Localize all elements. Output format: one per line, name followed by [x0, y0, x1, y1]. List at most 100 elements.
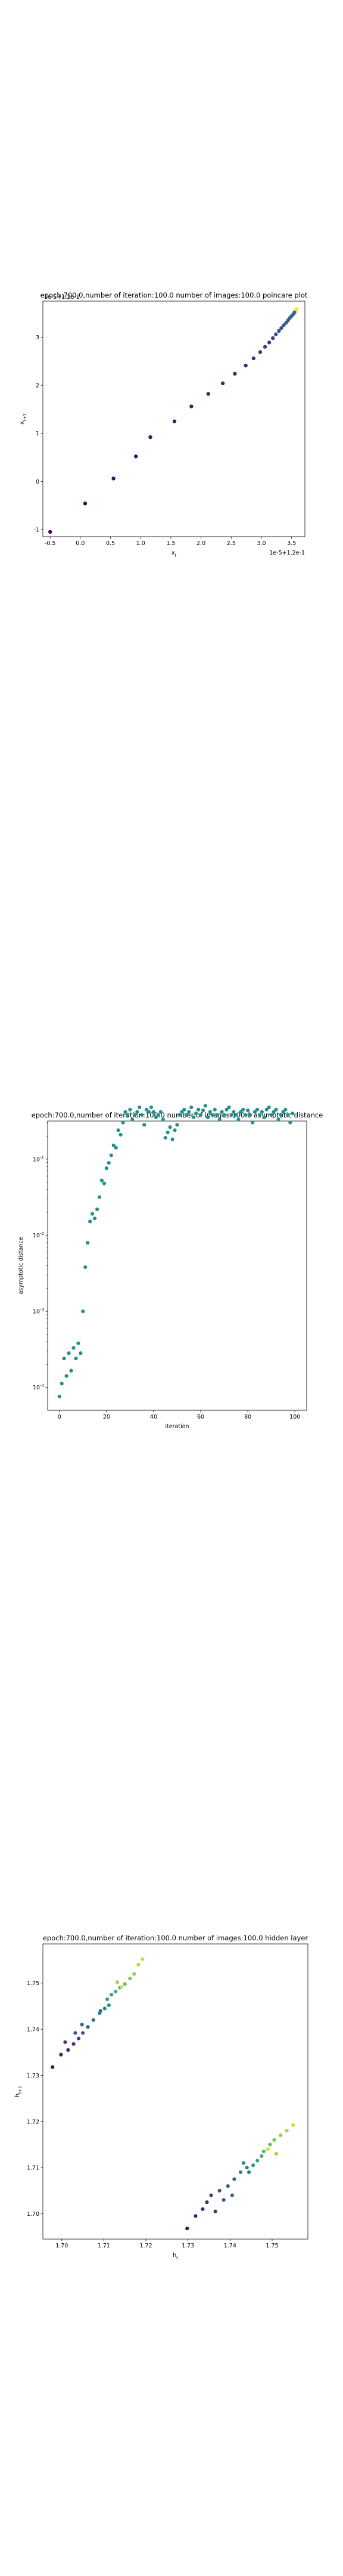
data-point: [244, 1113, 248, 1117]
data-point: [80, 2023, 84, 2027]
data-point: [263, 345, 267, 349]
data-point: [238, 2170, 243, 2174]
data-point: [62, 1357, 66, 1361]
data-point: [205, 1115, 210, 1119]
hidden-layer-panel: epoch:700.0,number of iteration:100.0 nu…: [0, 1908, 343, 2290]
data-point: [232, 2177, 236, 2181]
data-point: [141, 1957, 145, 1961]
data-point: [92, 1216, 97, 1221]
data-point: [257, 1113, 262, 1117]
data-point: [210, 1113, 214, 1117]
data-point: [67, 1351, 71, 1355]
data-point: [128, 1976, 132, 1981]
data-point: [245, 2166, 249, 2170]
poincare-plot: epoch:700.0,number of iteration:100.0 nu…: [19, 291, 308, 558]
data-point-highlight: [294, 307, 299, 312]
plot-frame: [47, 1120, 307, 1411]
y-tick-label: 1.72: [27, 2119, 39, 2125]
data-point: [246, 1109, 250, 1113]
data-point: [274, 1107, 278, 1111]
x-tick-label: 1.71: [98, 2243, 110, 2249]
x-tick-label: -0.5: [45, 540, 56, 547]
offset-text-y: 1e-5+1.2e-1: [44, 294, 80, 301]
data-point: [279, 1113, 283, 1117]
data-point: [172, 419, 177, 423]
y-tick-label: 2: [36, 383, 39, 389]
data-point: [196, 1107, 201, 1111]
data-point: [166, 1131, 170, 1135]
data-point: [71, 1346, 76, 1350]
data-point: [269, 1113, 273, 1117]
x-tick-label: 0: [58, 1414, 61, 1420]
y-axis-label: ht+1: [14, 2086, 23, 2097]
poincare-plot-panel: epoch:700.0,number of iteration:100.0 nu…: [0, 262, 343, 584]
data-point: [177, 1113, 182, 1117]
data-point: [156, 1113, 160, 1117]
data-point: [258, 350, 263, 354]
data-point: [121, 1120, 125, 1125]
data-point: [95, 1207, 99, 1212]
data-point: [268, 2142, 272, 2147]
data-point: [206, 392, 210, 396]
data-point: [255, 2159, 260, 2163]
data-point: [148, 435, 152, 439]
data-point: [99, 1178, 104, 1182]
x-tick-label: 1.74: [224, 2243, 236, 2249]
data-point: [217, 2188, 222, 2193]
data-point: [267, 1105, 271, 1110]
data-point: [286, 1113, 290, 1117]
data-point: [105, 1997, 110, 2001]
data-point: [140, 1113, 144, 1117]
data-point: [213, 2209, 217, 2213]
data-point: [234, 1113, 238, 1117]
data-point: [168, 1125, 172, 1129]
data-point: [252, 1110, 257, 1114]
data-point: [66, 2048, 70, 2052]
data-point: [97, 1195, 102, 1199]
data-point: [267, 340, 272, 345]
data-point: [217, 1117, 222, 1122]
asymptotic-distance-panel: epoch:700.0,number of iteration:100.0 nu…: [0, 1085, 343, 1467]
data-point: [189, 404, 194, 408]
data-point: [215, 1113, 219, 1117]
data-point: [86, 2025, 90, 2029]
data-point: [260, 1110, 264, 1114]
data-point: [194, 2214, 198, 2218]
data-point: [102, 1181, 107, 1185]
data-point: [278, 2133, 283, 2138]
data-point: [123, 1110, 127, 1114]
data-point: [248, 1113, 252, 1117]
data-point: [83, 1265, 88, 1270]
data-point: [73, 2031, 77, 2035]
data-point: [119, 1984, 124, 1989]
data-point: [126, 1113, 130, 1117]
data-point: [192, 1115, 196, 1119]
data-point: [74, 1357, 78, 1361]
data-point: [102, 2007, 107, 2011]
x-tick-label: 3.0: [257, 540, 266, 547]
data-point: [233, 371, 237, 376]
x-tick-label: 1.70: [55, 2243, 68, 2249]
y-tick-label: 1.70: [27, 2211, 39, 2218]
data-point: [220, 1110, 224, 1114]
data-point: [69, 1368, 73, 1373]
data-point: [133, 454, 138, 459]
data-point: [230, 2193, 234, 2197]
y-tick-label: 10-1: [33, 1155, 44, 1163]
data-point: [205, 2200, 209, 2205]
data-point: [224, 1107, 229, 1111]
data-point: [163, 1135, 167, 1140]
data-point: [173, 1128, 177, 1132]
data-point: [247, 2170, 251, 2174]
data-point: [185, 1113, 189, 1117]
data-point: [189, 1105, 194, 1110]
data-point: [271, 336, 275, 340]
data-point: [128, 1107, 132, 1111]
x-tick-label: 1.73: [182, 2243, 194, 2249]
data-point: [241, 2161, 246, 2165]
x-tick-label: 3.5: [287, 540, 296, 547]
data-point: [194, 1111, 198, 1116]
x-tick-label: 100: [289, 1414, 300, 1420]
x-axis-label: iteration: [165, 1423, 189, 1430]
data-point: [274, 332, 278, 336]
